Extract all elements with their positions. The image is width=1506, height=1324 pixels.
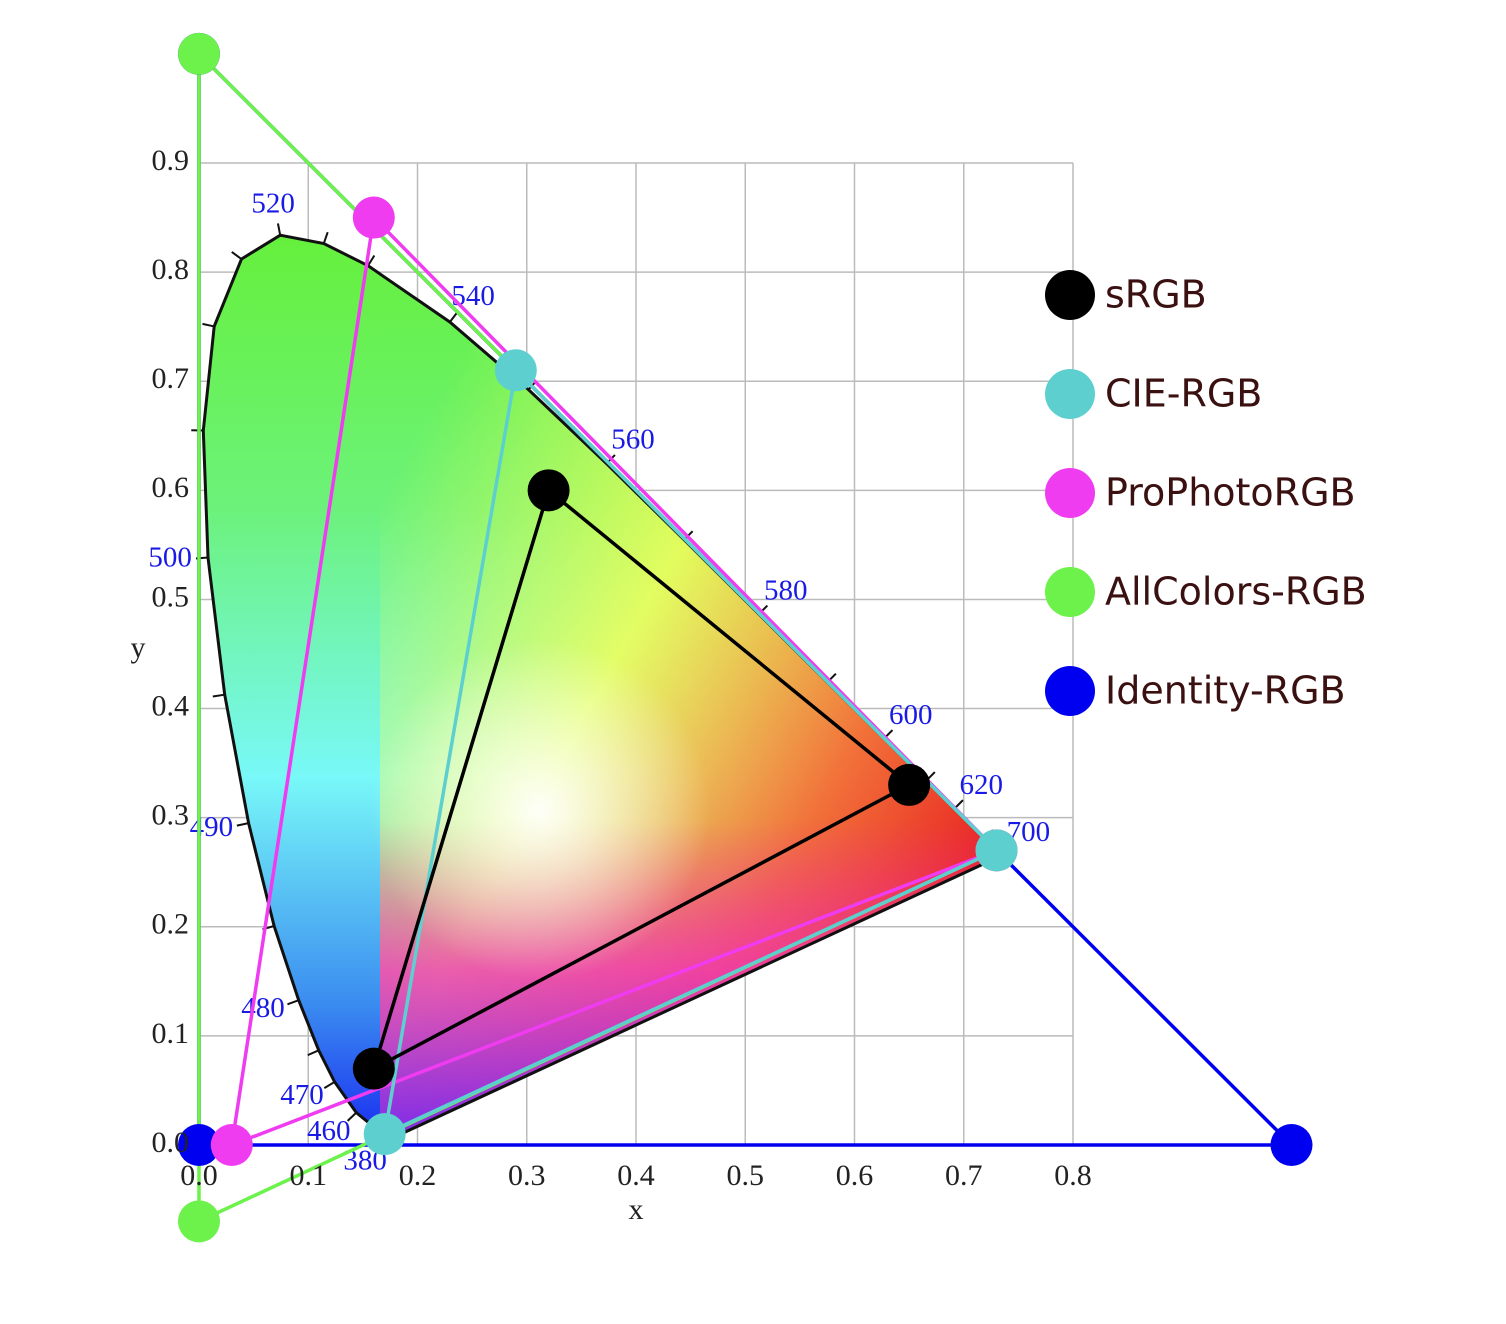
locus-tick xyxy=(346,1111,358,1122)
y-axis-label: y xyxy=(131,631,146,664)
legend-swatch xyxy=(1045,369,1095,419)
axes: 0.0 0.1 0.2 0.3 0.4 0.5 0.6 0.7 0.8 0.0 0.1 0.2 0.3 0… xyxy=(152,144,1092,1192)
wavelength-label: 460 xyxy=(307,1115,351,1147)
locus-tick xyxy=(236,822,249,827)
gamuts xyxy=(178,32,1313,1243)
wavelength-label: 580 xyxy=(764,574,808,606)
wavelength-label: 470 xyxy=(280,1079,324,1111)
y-tick-label: 0.0 xyxy=(152,1126,190,1159)
wavelength-label: 490 xyxy=(190,811,234,843)
legend-swatch xyxy=(1045,567,1095,617)
y-tick-label: 0.9 xyxy=(152,144,190,177)
y-tick-label: 0.6 xyxy=(152,471,190,504)
y-tick-label: 0.7 xyxy=(152,362,190,395)
locus-tick xyxy=(276,223,282,236)
wavelength-label: 520 xyxy=(251,187,295,219)
x-tick-label: 0.7 xyxy=(945,1159,983,1192)
primary-point xyxy=(178,32,220,75)
gamut-triangle xyxy=(370,487,913,1073)
primary-point xyxy=(975,829,1018,872)
y-tick-label: 0.2 xyxy=(152,908,190,941)
legend-swatch xyxy=(1045,270,1095,320)
legend: sRGB CIE-RGB ProPhotoRGB AllColors-RGB Ident… xyxy=(1045,270,1367,716)
x-axis-label: x xyxy=(629,1193,644,1226)
y-tick-label: 0.5 xyxy=(152,580,190,613)
x-tick-label: 0.3 xyxy=(508,1159,546,1192)
x-tick-label: 0.1 xyxy=(290,1159,328,1192)
legend-label: sRGB xyxy=(1105,273,1207,317)
locus-fill-white xyxy=(203,235,1002,1140)
wavelength-label: 480 xyxy=(241,992,285,1024)
gamut-triangle xyxy=(382,366,1000,1138)
primary-point xyxy=(352,196,395,239)
legend-label: CIE-RGB xyxy=(1105,372,1262,416)
legend-swatch xyxy=(1045,468,1095,518)
x-tick-label: 0.5 xyxy=(727,1159,765,1192)
primary-point xyxy=(1270,1124,1313,1166)
wavelength-label: 620 xyxy=(960,769,1004,801)
locus-tick xyxy=(212,693,225,698)
x-tick-label: 0.2 xyxy=(399,1159,437,1192)
primary-point xyxy=(494,349,537,392)
primary-point xyxy=(527,469,570,512)
gamut-triangle xyxy=(229,213,1000,1148)
y-tick-label: 0.8 xyxy=(152,253,190,286)
y-tick-label: 0.4 xyxy=(152,689,190,722)
primary-point xyxy=(178,1124,220,1166)
primary-point xyxy=(363,1113,406,1156)
x-tick-label: 0.0 xyxy=(180,1159,218,1192)
legend-swatch xyxy=(1045,666,1095,716)
legend-label: ProPhotoRGB xyxy=(1105,471,1356,515)
locus-tick xyxy=(202,322,215,328)
wavelength-label: 600 xyxy=(889,699,933,731)
locus-tick xyxy=(323,1081,336,1089)
primary-point xyxy=(888,763,931,806)
locus-tick xyxy=(231,251,243,260)
wavelength-label: 560 xyxy=(611,424,655,456)
y-tick-label: 0.1 xyxy=(152,1017,190,1050)
primary-point xyxy=(178,1200,220,1243)
wavelength-label: 540 xyxy=(451,280,495,312)
primary-point xyxy=(210,1124,253,1166)
locus-tick xyxy=(322,231,329,244)
legend-label: AllColors-RGB xyxy=(1105,570,1367,614)
locus-tick xyxy=(307,1049,320,1057)
x-tick-label: 0.8 xyxy=(1054,1159,1092,1192)
y-tick-label: 0.3 xyxy=(152,799,190,832)
legend-label: Identity-RGB xyxy=(1105,669,1346,713)
locus-tick xyxy=(287,999,300,1006)
x-tick-label: 0.4 xyxy=(617,1159,655,1192)
x-tick-label: 0.6 xyxy=(836,1159,874,1192)
locus-tick xyxy=(449,311,458,323)
wavelength-label: 500 xyxy=(148,542,192,574)
primary-point xyxy=(352,1047,395,1090)
locus-tick xyxy=(367,254,376,267)
